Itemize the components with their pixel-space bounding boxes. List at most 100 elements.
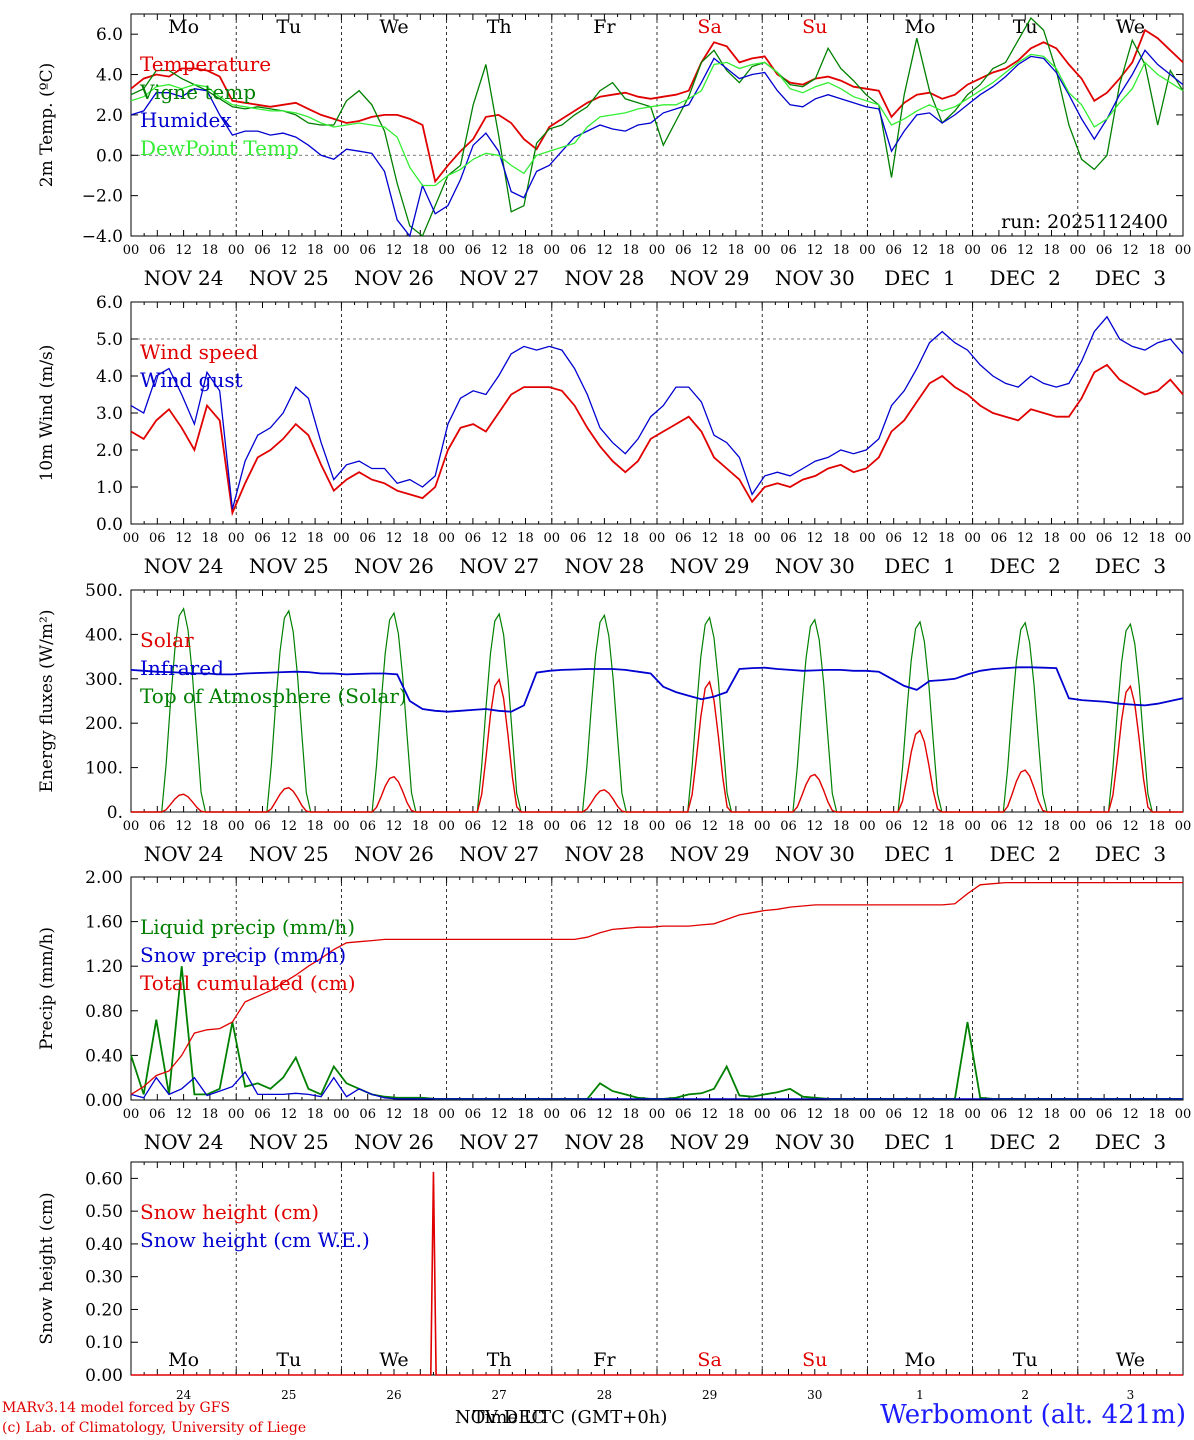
- x-date-label: NOV 24: [144, 554, 224, 578]
- x-hour-label: 12: [912, 243, 929, 258]
- series-line-temperature: [130, 28, 1184, 184]
- x-hour-label: 00: [544, 1107, 561, 1122]
- y-axis-label: 2m Temp. (ºC): [37, 63, 57, 188]
- x-date-label: NOV 27: [459, 266, 539, 290]
- x-date-label: DEC 1: [884, 266, 955, 290]
- x-hour-label: 00: [1070, 531, 1087, 546]
- y-tick-label: 400.: [85, 625, 123, 645]
- legend-entry: Vigne temp: [139, 80, 256, 104]
- x-hour-label: 12: [912, 531, 929, 546]
- x-date-label: NOV 27: [459, 1130, 539, 1154]
- x-date-label: DEC 3: [1095, 842, 1166, 866]
- series-line-snow-height: [131, 1171, 1183, 1376]
- x-hour-label: 06: [885, 1107, 902, 1122]
- x-hour-label: 18: [1043, 1107, 1060, 1122]
- x-hour-label: 00: [859, 819, 876, 834]
- weekday-label: Su: [802, 16, 827, 38]
- x-date-label: NOV 25: [249, 842, 329, 866]
- x-hour-label: 12: [175, 531, 192, 546]
- x-hour-label: 12: [386, 819, 403, 834]
- y-axis-label: 10m Wind (m/s): [37, 345, 57, 482]
- x-hour-label: 12: [1017, 531, 1034, 546]
- x-date-label: NOV 28: [565, 266, 645, 290]
- x-hour-label: 18: [412, 819, 429, 834]
- x-hour-label: 06: [149, 243, 166, 258]
- weekday-label: We: [1116, 16, 1145, 38]
- y-tick-label: 0.80: [85, 1002, 123, 1022]
- y-tick-label: 3.0: [96, 404, 123, 424]
- legend-entry: Infrared: [140, 656, 224, 680]
- x-hour-label: 00: [123, 243, 140, 258]
- x-date-label: NOV 30: [775, 842, 855, 866]
- x-hour-label: 12: [175, 243, 192, 258]
- y-tick-label: 0.0: [96, 146, 123, 166]
- legend-entry: Humidex: [140, 108, 232, 132]
- x-hour-label: 12: [175, 819, 192, 834]
- y-tick-label: 4.0: [96, 367, 123, 387]
- weekday-label: We: [379, 1349, 408, 1371]
- x-hour-label: 06: [570, 243, 587, 258]
- x-hour-label: 06: [675, 243, 692, 258]
- x-hour-label: 18: [622, 243, 639, 258]
- x-hour-label: 06: [885, 531, 902, 546]
- x-date-label: NOV 30: [775, 1130, 855, 1154]
- x-hour-label: 06: [991, 1107, 1008, 1122]
- x-hour-label: 18: [833, 819, 850, 834]
- x-hour-label: 18: [833, 243, 850, 258]
- x-date-label: NOV 28: [565, 842, 645, 866]
- x-date-label: NOV 29: [670, 1130, 750, 1154]
- series-line-wind-gust: [130, 315, 1184, 510]
- lab-credit: (c) Lab. of Climatology, University of L…: [2, 1420, 307, 1436]
- x-hour-label: 06: [1096, 531, 1113, 546]
- x-hour-label: 12: [175, 1107, 192, 1122]
- x-hour-label: 00: [544, 531, 561, 546]
- day-number-label: 1: [916, 1388, 924, 1402]
- y-tick-label: 100.: [85, 759, 123, 779]
- x-hour-label: 18: [622, 531, 639, 546]
- x-hour-label: 06: [465, 819, 482, 834]
- x-hour-label: 18: [412, 531, 429, 546]
- x-hour-label: 00: [333, 531, 350, 546]
- x-hour-label: 06: [991, 819, 1008, 834]
- x-hour-label: 18: [1043, 243, 1060, 258]
- series-line-humidex: [130, 49, 1184, 238]
- x-date-label: NOV 30: [775, 554, 855, 578]
- x-hour-label: 12: [281, 531, 298, 546]
- x-hour-label: 06: [675, 1107, 692, 1122]
- x-date-label: NOV 26: [354, 1130, 434, 1154]
- x-hour-label: 06: [675, 819, 692, 834]
- x-hour-label: 00: [123, 1107, 140, 1122]
- weekday-label: Fr: [593, 16, 616, 38]
- x-hour-label: 00: [964, 243, 981, 258]
- y-tick-label: 0.40: [85, 1235, 123, 1255]
- x-hour-label: 12: [701, 243, 718, 258]
- legend-entry: Snow height (cm W.E.): [140, 1228, 370, 1252]
- y-tick-label: 0.00: [85, 1366, 123, 1386]
- x-date-label: NOV 30: [775, 266, 855, 290]
- x-hour-label: 18: [202, 819, 219, 834]
- x-hour-label: 06: [570, 531, 587, 546]
- y-tick-label: 0.00: [85, 1091, 123, 1111]
- legend-entry: Liquid precip (mm/h): [140, 915, 355, 939]
- weekday-label: Th: [487, 1349, 512, 1371]
- x-hour-label: 12: [596, 1107, 613, 1122]
- weekday-label: Tu: [276, 1349, 301, 1371]
- x-hour-label: 18: [728, 243, 745, 258]
- x-hour-label: 06: [991, 531, 1008, 546]
- weekday-label: Mo: [905, 16, 936, 38]
- y-tick-label: 0.40: [85, 1046, 123, 1066]
- x-hour-label: 18: [202, 243, 219, 258]
- x-hour-label: 12: [807, 531, 824, 546]
- x-hour-label: 18: [622, 1107, 639, 1122]
- x-date-label: DEC 3: [1095, 554, 1166, 578]
- y-tick-label: 0.10: [85, 1333, 123, 1353]
- x-date-label: NOV 29: [670, 266, 750, 290]
- x-hour-label: 00: [228, 819, 245, 834]
- x-hour-label: 06: [254, 1107, 271, 1122]
- x-hour-label: 06: [359, 243, 376, 258]
- x-date-label: NOV 29: [670, 554, 750, 578]
- day-number-label: 26: [386, 1388, 401, 1402]
- y-axis-label: Snow height (cm): [37, 1192, 57, 1344]
- day-number-label: 2: [1021, 1388, 1029, 1402]
